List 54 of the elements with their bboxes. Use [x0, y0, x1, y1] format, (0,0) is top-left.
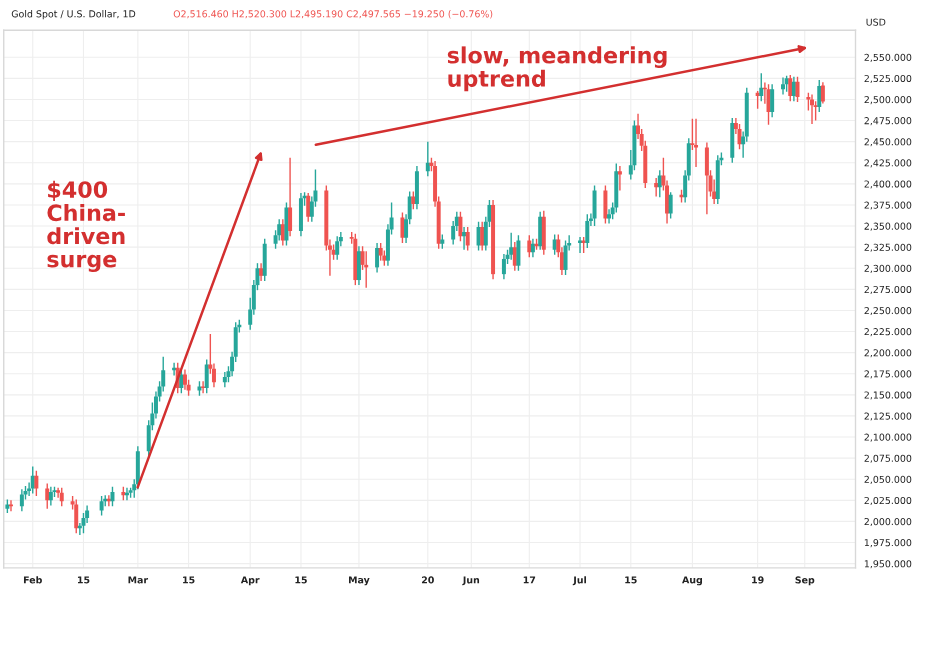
candlestick — [759, 72, 764, 102]
candlestick — [704, 141, 709, 215]
candlestick — [501, 253, 506, 280]
candlestick — [730, 117, 735, 164]
candlestick — [516, 234, 521, 272]
candlestick — [795, 75, 800, 103]
candlestick — [509, 232, 514, 261]
candlestick — [135, 445, 140, 491]
candlestick — [712, 178, 717, 205]
candlestick — [45, 482, 50, 510]
candlestick — [59, 486, 64, 507]
candlestick — [632, 119, 637, 172]
candlestick — [538, 210, 543, 251]
candlestick — [182, 368, 187, 391]
candlestick — [335, 235, 340, 261]
annotation: $400 China- driven surge — [47, 180, 125, 273]
candlestick — [81, 512, 86, 534]
candlestick — [480, 221, 485, 252]
candlestick — [222, 371, 227, 388]
candlestick — [400, 211, 405, 244]
candlestick — [34, 470, 39, 497]
candlestick — [110, 486, 115, 507]
candlestick — [614, 162, 619, 214]
candlestick — [654, 177, 659, 198]
annotation: slow, meandering uptrend — [447, 46, 667, 92]
candlestick — [298, 192, 303, 237]
candlestick — [465, 226, 470, 252]
candlestick — [617, 165, 622, 192]
candlestick — [817, 79, 822, 113]
candlestick — [541, 210, 546, 256]
candlestick — [563, 239, 568, 276]
candlestick — [810, 93, 814, 125]
candlestick — [356, 245, 361, 286]
candlestick — [715, 154, 720, 205]
candlestick — [288, 156, 293, 237]
candlestick — [607, 208, 612, 225]
candlestick — [201, 380, 206, 394]
candlestick — [585, 213, 590, 249]
candlestick — [48, 486, 53, 507]
candlestick — [306, 192, 311, 223]
candlestick — [694, 118, 699, 168]
candlestick — [592, 184, 597, 227]
candlestick — [527, 234, 532, 258]
candlestick — [788, 74, 793, 102]
candlestick — [56, 486, 61, 499]
candlestick — [791, 75, 796, 102]
candlestick — [770, 83, 775, 118]
candlestick — [603, 184, 608, 225]
candlestick — [74, 498, 79, 534]
candlestick — [820, 81, 825, 105]
candlestick — [668, 191, 673, 220]
candlestick — [19, 488, 24, 512]
candlestick — [451, 220, 456, 246]
candlestick — [458, 210, 463, 242]
